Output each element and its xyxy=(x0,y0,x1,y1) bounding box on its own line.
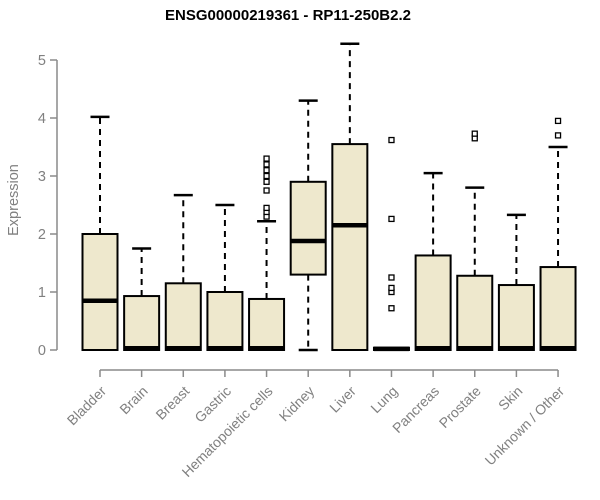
outlier-point xyxy=(471,130,478,137)
x-tick-label-brain: Brain xyxy=(116,383,150,417)
outlier-point xyxy=(388,284,395,292)
y-tick-label: 3 xyxy=(38,169,46,185)
y-axis: 0 1 2 3 4 5 xyxy=(38,53,58,359)
y-tick-label: 2 xyxy=(38,227,46,243)
outlier-point xyxy=(263,204,270,212)
box-unknown-other xyxy=(539,117,577,351)
y-tick-label: 4 xyxy=(38,111,46,127)
iqr-box xyxy=(331,143,369,351)
x-tick-label-kidney: Kidney xyxy=(276,383,318,425)
box-hematopoietic-cells xyxy=(248,155,286,351)
x-tick-label-skin: Skin xyxy=(495,383,526,414)
outlier-point xyxy=(263,187,270,194)
x-tick-label-prostate: Prostate xyxy=(436,383,484,431)
y-axis-label: Expression xyxy=(6,164,22,236)
iqr-box xyxy=(164,282,202,351)
box-skin xyxy=(497,213,535,352)
iqr-box xyxy=(539,266,577,351)
outlier-point xyxy=(263,172,270,180)
iqr-box xyxy=(414,254,452,352)
outlier-point xyxy=(263,155,270,162)
box-prostate xyxy=(456,130,494,352)
x-tick-label-bladder: Bladder xyxy=(64,383,110,429)
box-pancreas xyxy=(414,171,452,352)
outlier-point xyxy=(554,132,562,139)
outlier-point xyxy=(388,136,395,144)
y-tick-label: 0 xyxy=(38,343,46,359)
box-breast xyxy=(164,193,202,351)
box-brain xyxy=(123,247,161,351)
outlier-point xyxy=(388,215,395,223)
iqr-box xyxy=(497,284,535,352)
outlier-point xyxy=(263,167,270,174)
y-tick-label: 5 xyxy=(38,53,46,69)
y-tick-label: 1 xyxy=(38,285,46,301)
chart-title: ENSG00000219361 - RP11-250B2.2 xyxy=(165,7,411,24)
x-tick-label-unknown-other: Unknown / Other xyxy=(482,383,568,469)
box-bladder xyxy=(81,115,119,351)
box-gastric xyxy=(206,203,244,351)
iqr-box xyxy=(456,274,494,352)
outlier-point xyxy=(263,161,270,168)
box-kidney xyxy=(289,99,327,352)
iqr-box xyxy=(123,295,161,351)
outlier-point xyxy=(263,178,270,185)
outlier-point xyxy=(388,305,395,312)
iqr-box xyxy=(248,297,286,351)
x-tick-label-liver: Liver xyxy=(326,383,359,416)
outlier-point xyxy=(554,117,562,125)
iqr-box xyxy=(289,180,327,276)
boxes-layer xyxy=(81,42,577,352)
x-tick-label-lung: Lung xyxy=(367,383,400,416)
iqr-box xyxy=(81,233,119,351)
x-tick-label-breast: Breast xyxy=(152,383,192,423)
iqr-box xyxy=(206,291,244,351)
outlier-point xyxy=(388,274,395,281)
box-lung xyxy=(372,136,410,352)
box-liver xyxy=(331,42,369,351)
